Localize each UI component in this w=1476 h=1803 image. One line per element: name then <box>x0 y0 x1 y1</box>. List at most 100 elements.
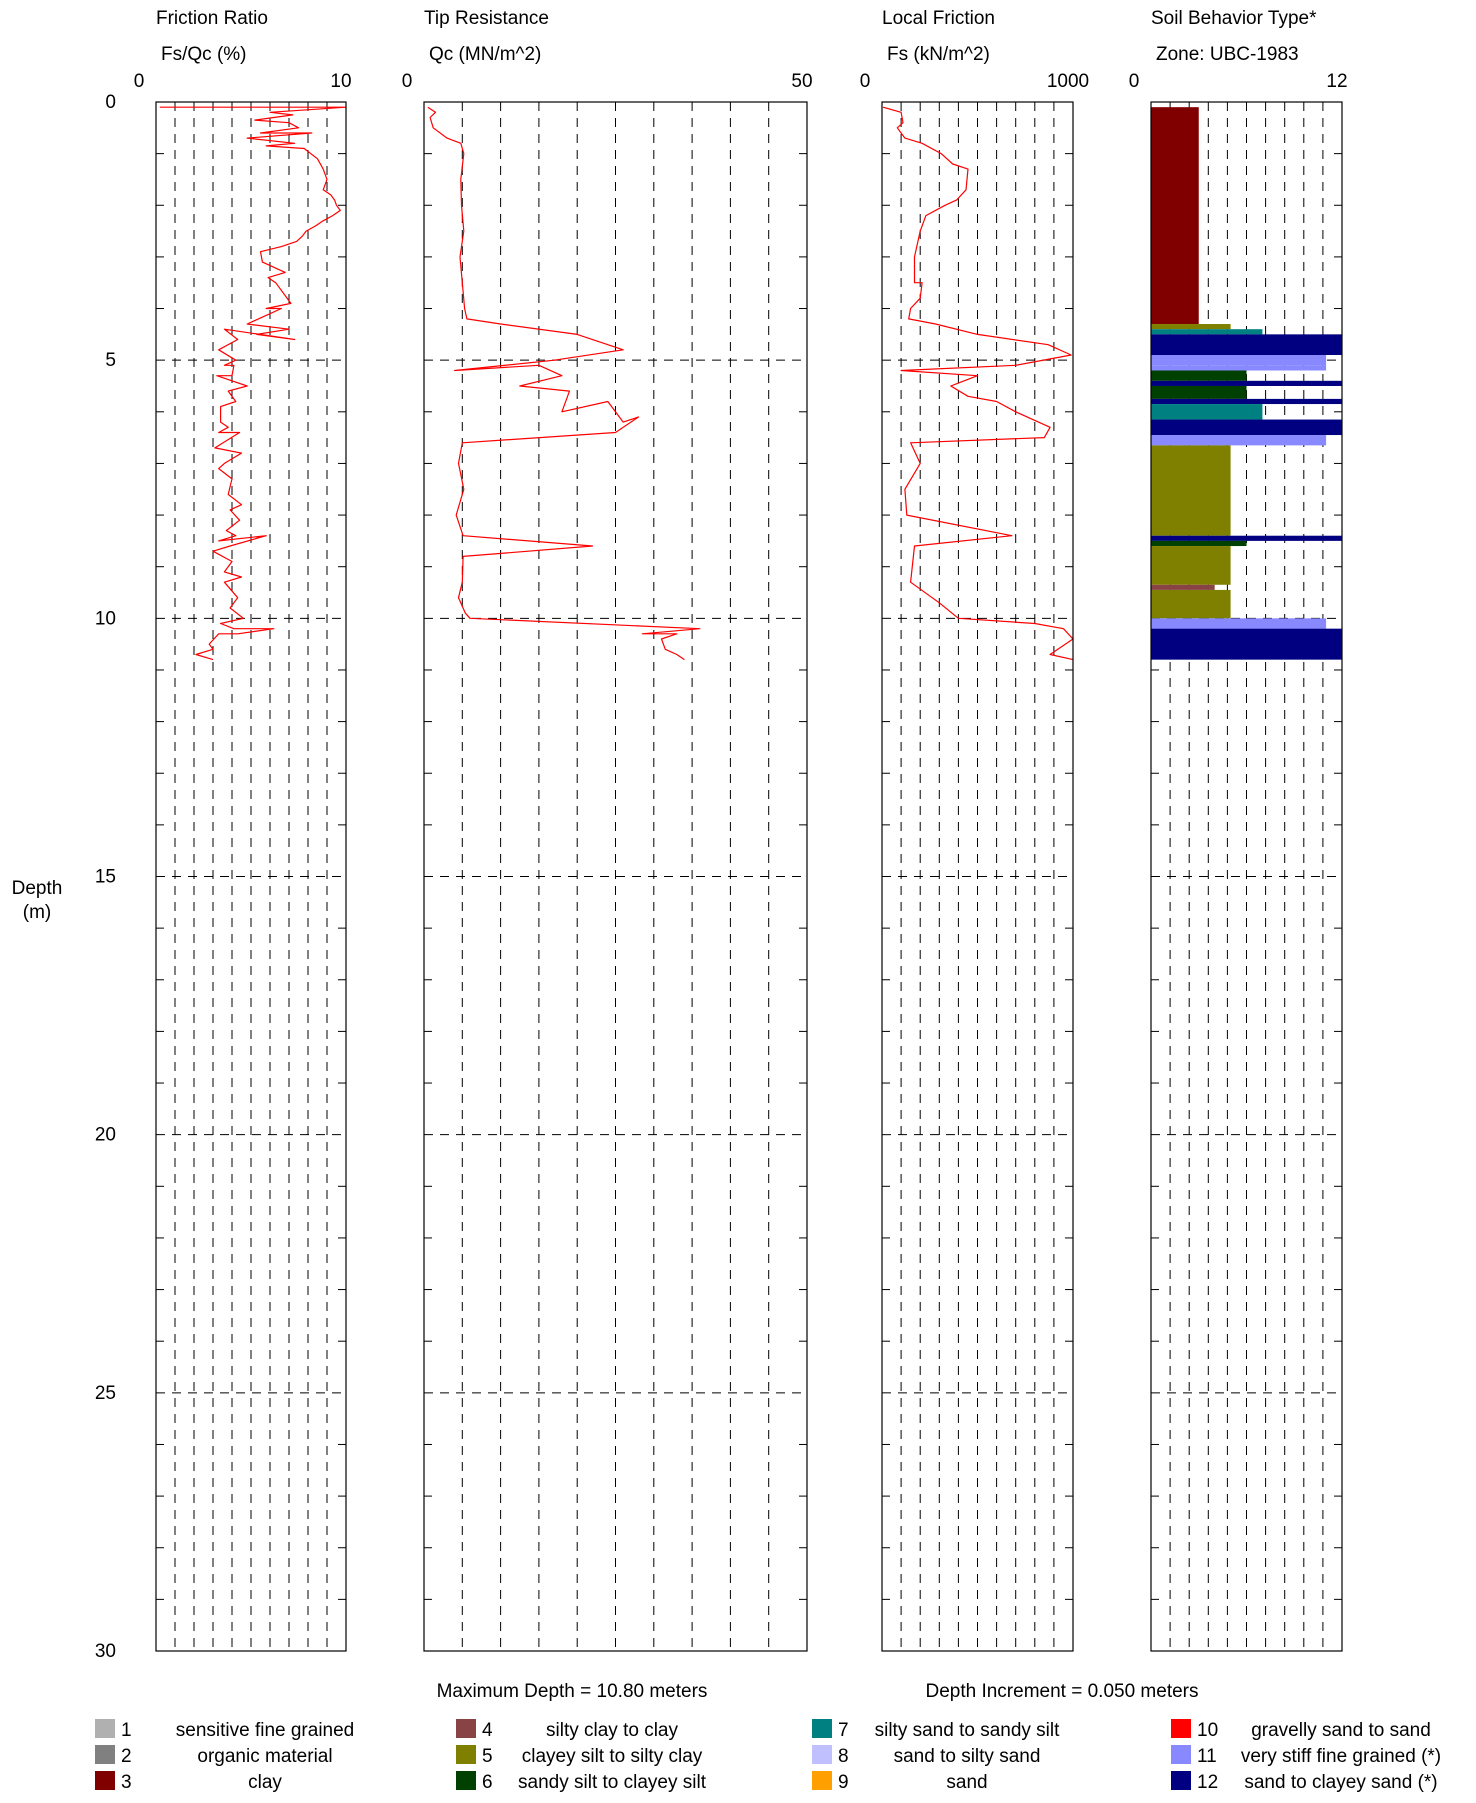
legend-swatch <box>456 1771 476 1790</box>
legend-item: 7 silty sand to sandy silt <box>812 1719 1060 1741</box>
panel-units: Zone: UBC-1983 <box>1156 44 1299 65</box>
legend-swatch <box>812 1719 832 1738</box>
legend-swatch <box>1171 1719 1191 1738</box>
max-depth-note: Maximum Depth = 10.80 meters <box>437 1681 708 1702</box>
legend-swatch <box>1171 1745 1191 1764</box>
legend-number: 5 <box>482 1746 493 1767</box>
legend-number: 4 <box>482 1720 493 1741</box>
x-tick-label-max: 50 <box>791 71 812 92</box>
legend-label: sandy silt to clayey silt <box>518 1772 707 1793</box>
soil-layer-bar <box>1151 370 1247 381</box>
soil-layer-bar <box>1151 546 1231 585</box>
series-line <box>427 106 701 661</box>
x-tick-label-max: 1000 <box>1047 71 1089 92</box>
legend-item: 12 sand to clayey sand (*) <box>1171 1771 1438 1793</box>
legend-label: sand <box>946 1772 987 1793</box>
soil-layer-bar <box>1151 445 1231 536</box>
legend-number: 1 <box>121 1720 132 1741</box>
panel-units: Qc (MN/m^2) <box>429 44 541 65</box>
panel-grid <box>156 102 346 1651</box>
depth-tick-label: 10 <box>95 608 116 629</box>
legend-item: 2 organic material <box>95 1745 333 1767</box>
legend-label: silty clay to clay <box>546 1720 678 1741</box>
panel-1: Friction Ratio Fs/Qc (%) 0 10 <box>134 8 352 1652</box>
soil-layer-bar <box>1151 365 1327 371</box>
series-line <box>159 106 347 661</box>
legend-label: silty sand to sandy silt <box>875 1720 1061 1741</box>
soil-layer-bar <box>1151 380 1342 386</box>
panel-grid <box>424 102 807 1651</box>
legend-label: sand to silty sand <box>894 1746 1041 1767</box>
panel-units: Fs/Qc (%) <box>161 44 247 65</box>
soil-layer-bar <box>1151 355 1327 366</box>
legend-item: 4 silty clay to clay <box>456 1719 678 1741</box>
legend-number: 9 <box>838 1772 849 1793</box>
panel-frame <box>423 101 808 1652</box>
depth-increment-note: Depth Increment = 0.050 meters <box>925 1681 1198 1702</box>
legend-label: clayey silt to silty clay <box>522 1746 703 1767</box>
legend: 1 sensitive fine grained 2 organic material… <box>95 1719 1441 1793</box>
legend-label: gravelly sand to sand <box>1251 1720 1431 1741</box>
legend-swatch <box>1171 1771 1191 1790</box>
panel-units: Fs (kN/m^2) <box>887 44 990 65</box>
soil-layer-bar <box>1151 404 1263 420</box>
panel-title: Local Friction <box>882 8 995 29</box>
legend-swatch <box>95 1771 115 1790</box>
legend-number: 3 <box>121 1772 132 1793</box>
panels: Friction Ratio Fs/Qc (%) 0 10 Tip Resistance… <box>134 8 1348 1652</box>
legend-number: 8 <box>838 1746 849 1767</box>
panel-frame <box>881 101 1074 1652</box>
depth-axis: 0 5 10 15 20 25 30 Depth (m) <box>12 92 116 1662</box>
soil-layer-bar <box>1151 329 1263 335</box>
x-tick-label-max: 10 <box>330 71 351 92</box>
panel-frame <box>155 101 347 1652</box>
x-tick-label-max: 12 <box>1326 71 1347 92</box>
soil-type-bars <box>1151 107 1342 660</box>
legend-swatch <box>95 1719 115 1738</box>
panel-3: Local Friction Fs (kN/m^2) 0 1000 <box>860 8 1089 1652</box>
legend-label: sand to clayey sand (*) <box>1244 1772 1437 1793</box>
legend-swatch <box>95 1745 115 1764</box>
soil-layer-bar <box>1151 107 1199 325</box>
legend-label: organic material <box>197 1746 332 1767</box>
panel-frame <box>1150 101 1343 1652</box>
depth-tick-label: 0 <box>105 92 116 113</box>
panel-2: Tip Resistance Qc (MN/m^2) 0 50 <box>402 8 813 1652</box>
x-tick-label-min: 0 <box>860 71 871 92</box>
x-tick-label-min: 0 <box>134 71 145 92</box>
depth-tick-label: 5 <box>105 350 116 371</box>
legend-item: 8 sand to silty sand <box>812 1745 1040 1767</box>
series-line <box>882 106 1074 661</box>
depth-tick-label: 20 <box>95 1125 116 1146</box>
x-tick-label-min: 0 <box>1129 71 1140 92</box>
legend-item: 9 sand <box>812 1771 988 1793</box>
legend-number: 12 <box>1197 1772 1218 1793</box>
soil-layer-bar <box>1151 385 1247 399</box>
soil-layer-bar <box>1151 535 1342 541</box>
legend-swatch <box>812 1745 832 1764</box>
legend-label: clay <box>248 1772 282 1793</box>
soil-layer-bar <box>1151 618 1327 629</box>
soil-layer-bar <box>1151 419 1342 436</box>
soil-layer-bar <box>1151 435 1327 446</box>
legend-number: 7 <box>838 1720 849 1741</box>
legend-label: very stiff fine grained (*) <box>1241 1746 1441 1767</box>
depth-tick-label: 15 <box>95 867 116 888</box>
panel-4: Soil Behavior Type* Zone: UBC-1983 0 12 <box>1129 8 1348 1652</box>
soil-layer-bar <box>1151 584 1215 590</box>
soil-layer-bar <box>1151 628 1342 660</box>
legend-item: 3 clay <box>95 1771 282 1793</box>
depth-axis-label: Depth <box>12 878 63 899</box>
legend-number: 2 <box>121 1746 132 1767</box>
legend-number: 6 <box>482 1772 493 1793</box>
legend-swatch <box>456 1719 476 1738</box>
panel-title: Tip Resistance <box>424 8 549 29</box>
soil-layer-bar <box>1151 589 1231 619</box>
panel-grid <box>882 102 1073 1651</box>
depth-tick-label: 25 <box>95 1383 116 1404</box>
legend-item: 6 sandy silt to clayey silt <box>456 1771 707 1793</box>
soil-layer-bar <box>1151 324 1231 330</box>
panel-title: Friction Ratio <box>156 8 268 29</box>
legend-number: 10 <box>1197 1720 1218 1741</box>
